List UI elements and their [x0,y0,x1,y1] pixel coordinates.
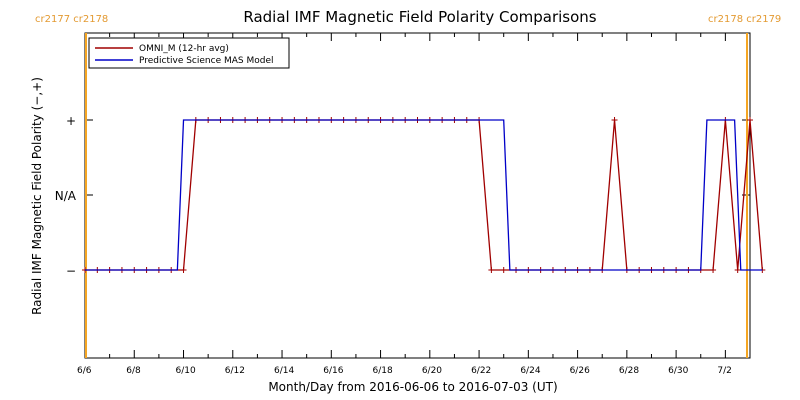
x-tick-label: 6/18 [373,366,393,376]
series-line-0 [85,119,763,271]
x-tick-label: 7/2 [717,366,731,376]
x-tick-label: 6/14 [274,366,294,376]
x-axis-ticks: 6/6 6/8 6/10 6/12 6/14 6/16 6/18 6/20 6/22 6/24 6/… [77,33,751,376]
series-point [180,267,187,273]
x-tick-label: 6/20 [422,366,442,376]
carrington-label-left: cr2177 cr2178 [35,14,108,25]
x-tick-label: 6/10 [176,366,196,376]
x-tick-label: 6/6 [77,366,92,376]
x-tick-label: 6/30 [668,366,688,376]
legend-label-omni: OMNI_M (12-hr avg) [139,44,229,54]
x-tick-label: 6/8 [126,366,141,376]
legend: OMNI_M (12-hr avg) Predictive Science MA… [88,37,290,69]
series-point [710,267,717,273]
x-tick-label: 6/12 [225,366,245,376]
carrington-label-right: cr2178 cr2179 [708,14,781,25]
y-tick-label: + [66,114,76,128]
y-axis-ticks: − N/A + [55,114,750,278]
x-tick-label: 6/16 [323,366,343,376]
plot-frame [84,32,751,359]
series-point [734,267,741,273]
carrington-lines [85,33,748,358]
y-tick-label: N/A [55,189,77,203]
series-line-1 [85,119,763,271]
series-point [611,117,618,123]
x-axis-title: Month/Day from 2016-06-06 to 2016-07-03 … [268,380,557,394]
x-tick-label: 6/26 [570,366,590,376]
chart-title: Radial IMF Magnetic Field Polarity Compa… [243,8,596,26]
series-point [500,267,507,273]
legend-label-mas: Predictive Science MAS Model [139,56,274,66]
y-axis-title: Radial IMF Magnetic Field Polarity (−,+) [30,77,44,315]
series-point [747,117,753,123]
y-tick-label: − [66,264,76,278]
legend-box [88,37,290,69]
x-tick-label: 6/22 [471,366,491,376]
series-layer [82,117,766,273]
x-tick-label: 6/28 [619,366,639,376]
series-point [488,267,495,273]
x-tick-label: 6/24 [520,366,540,376]
